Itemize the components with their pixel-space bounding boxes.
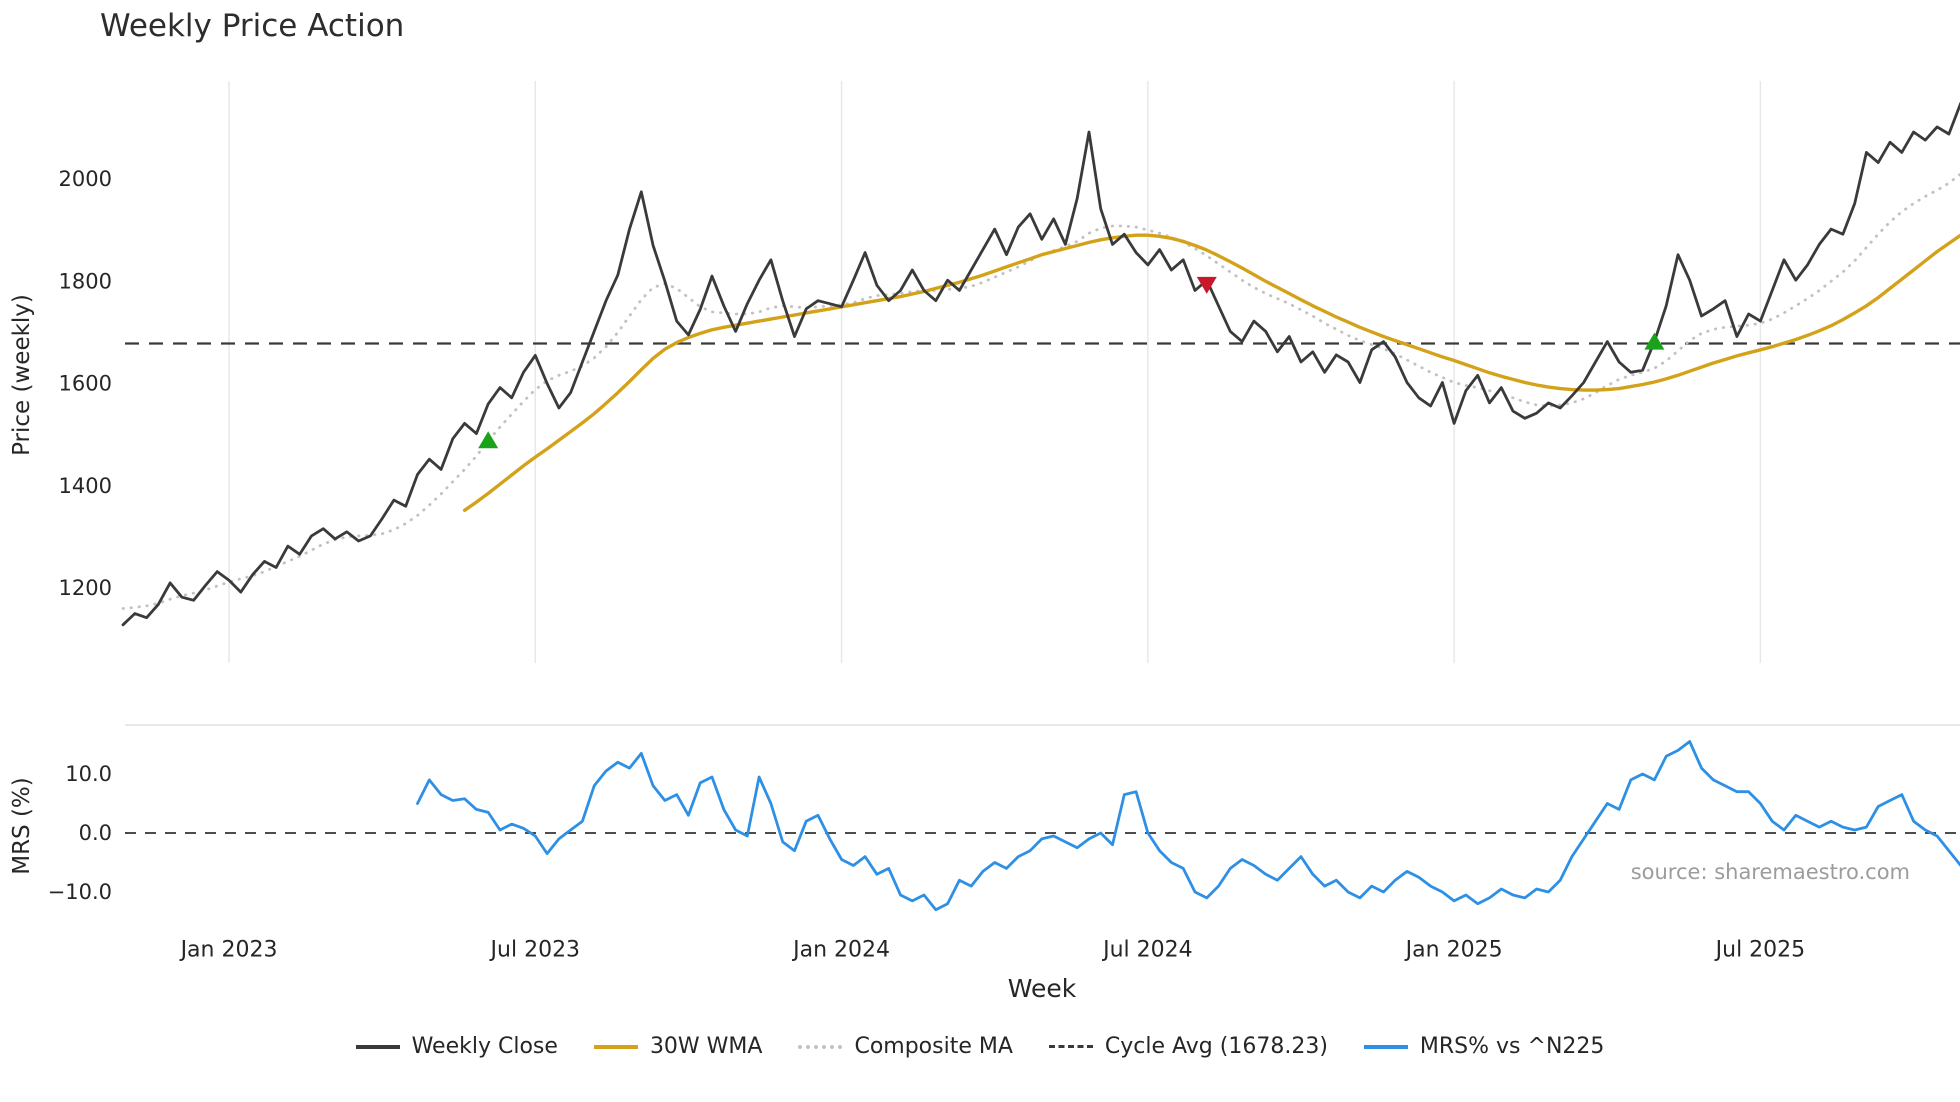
x-tick-label: Jul 2024 — [1101, 938, 1193, 963]
price-tick-label: 1600 — [59, 372, 112, 396]
legend: Weekly Close 30W WMA Composite MA Cycle Avg… — [0, 1034, 1960, 1059]
mrs-tick-label: 0.0 — [79, 821, 112, 845]
price-tick-label: 1200 — [59, 576, 112, 600]
legend-item-30w-wma: 30W WMA — [593, 1034, 763, 1059]
sell-signal-marker — [1196, 276, 1217, 294]
mrs-tick-label: −10.0 — [48, 880, 112, 904]
legend-item-mrs-vs-n225: MRS% vs ^N225 — [1363, 1034, 1605, 1059]
legend-swatch — [1048, 1045, 1093, 1048]
chart-title: Weekly Price Action — [100, 8, 405, 44]
legend-swatch — [798, 1044, 843, 1049]
x-tick-label: Jan 2025 — [1404, 938, 1503, 963]
x-tick-label: Jan 2024 — [791, 938, 890, 963]
legend-swatch — [593, 1044, 638, 1049]
legend-item-composite-ma: Composite MA — [798, 1034, 1013, 1059]
legend-swatch — [355, 1044, 400, 1049]
legend-label: MRS% vs ^N225 — [1419, 1034, 1605, 1059]
series-composite-ma — [121, 172, 1960, 610]
series-30w-wma — [462, 233, 1960, 512]
legend-label: Cycle Avg (1678.23) — [1104, 1034, 1328, 1059]
legend-label: Composite MA — [854, 1034, 1013, 1059]
source-text: source: sharemaestro.com — [1630, 860, 1910, 884]
x-axis-label: Week — [1007, 974, 1077, 1003]
x-tick-label: Jul 2025 — [1714, 938, 1806, 963]
x-tick-label: Jan 2023 — [179, 938, 278, 963]
x-tick-label: Jul 2023 — [489, 938, 581, 963]
legend-item-cycle-avg-1678-23-: Cycle Avg (1678.23) — [1048, 1034, 1328, 1059]
mrs-tick-label: 10.0 — [65, 762, 112, 786]
price-tick-label: 1400 — [59, 474, 112, 498]
buy-signal-marker — [478, 431, 499, 449]
series-weekly-close — [121, 102, 1960, 627]
buy-signal-marker — [1644, 332, 1665, 350]
price-tick-label: 2000 — [59, 167, 112, 191]
series-mrs-vs-n225 — [416, 740, 1960, 912]
legend-item-weekly-close: Weekly Close — [355, 1034, 558, 1059]
legend-label: Weekly Close — [411, 1034, 558, 1059]
price-tick-label: 1800 — [59, 269, 112, 293]
legend-label: 30W WMA — [649, 1034, 763, 1059]
legend-swatch — [1363, 1044, 1408, 1049]
